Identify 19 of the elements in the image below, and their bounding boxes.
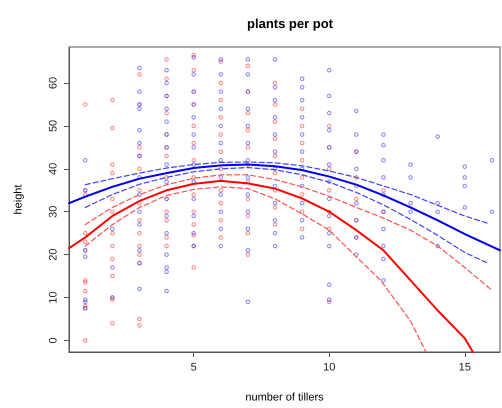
y-tick-label: 40 bbox=[48, 162, 60, 175]
x-tick-label: 5 bbox=[190, 362, 197, 374]
y-tick-label: 10 bbox=[48, 291, 60, 304]
y-tick-label: 30 bbox=[48, 206, 60, 218]
line-series bbox=[84, 161, 488, 224]
x-tick-label: 15 bbox=[458, 362, 471, 374]
y-tick-label: 60 bbox=[48, 76, 60, 90]
y-tick-label: 50 bbox=[48, 120, 60, 132]
x-axis-title: number of tillers bbox=[245, 392, 324, 404]
line-series bbox=[84, 166, 488, 264]
line-series bbox=[84, 174, 492, 291]
line-series bbox=[84, 186, 427, 353]
line-series bbox=[68, 180, 474, 353]
chart-title: plants per pot bbox=[247, 16, 334, 31]
y-tick-label: 20 bbox=[48, 248, 60, 261]
x-tick-label: 10 bbox=[323, 362, 336, 374]
y-tick-label: 0 bbox=[48, 337, 60, 344]
line-series bbox=[68, 164, 501, 252]
y-axis-title: height bbox=[12, 184, 24, 214]
